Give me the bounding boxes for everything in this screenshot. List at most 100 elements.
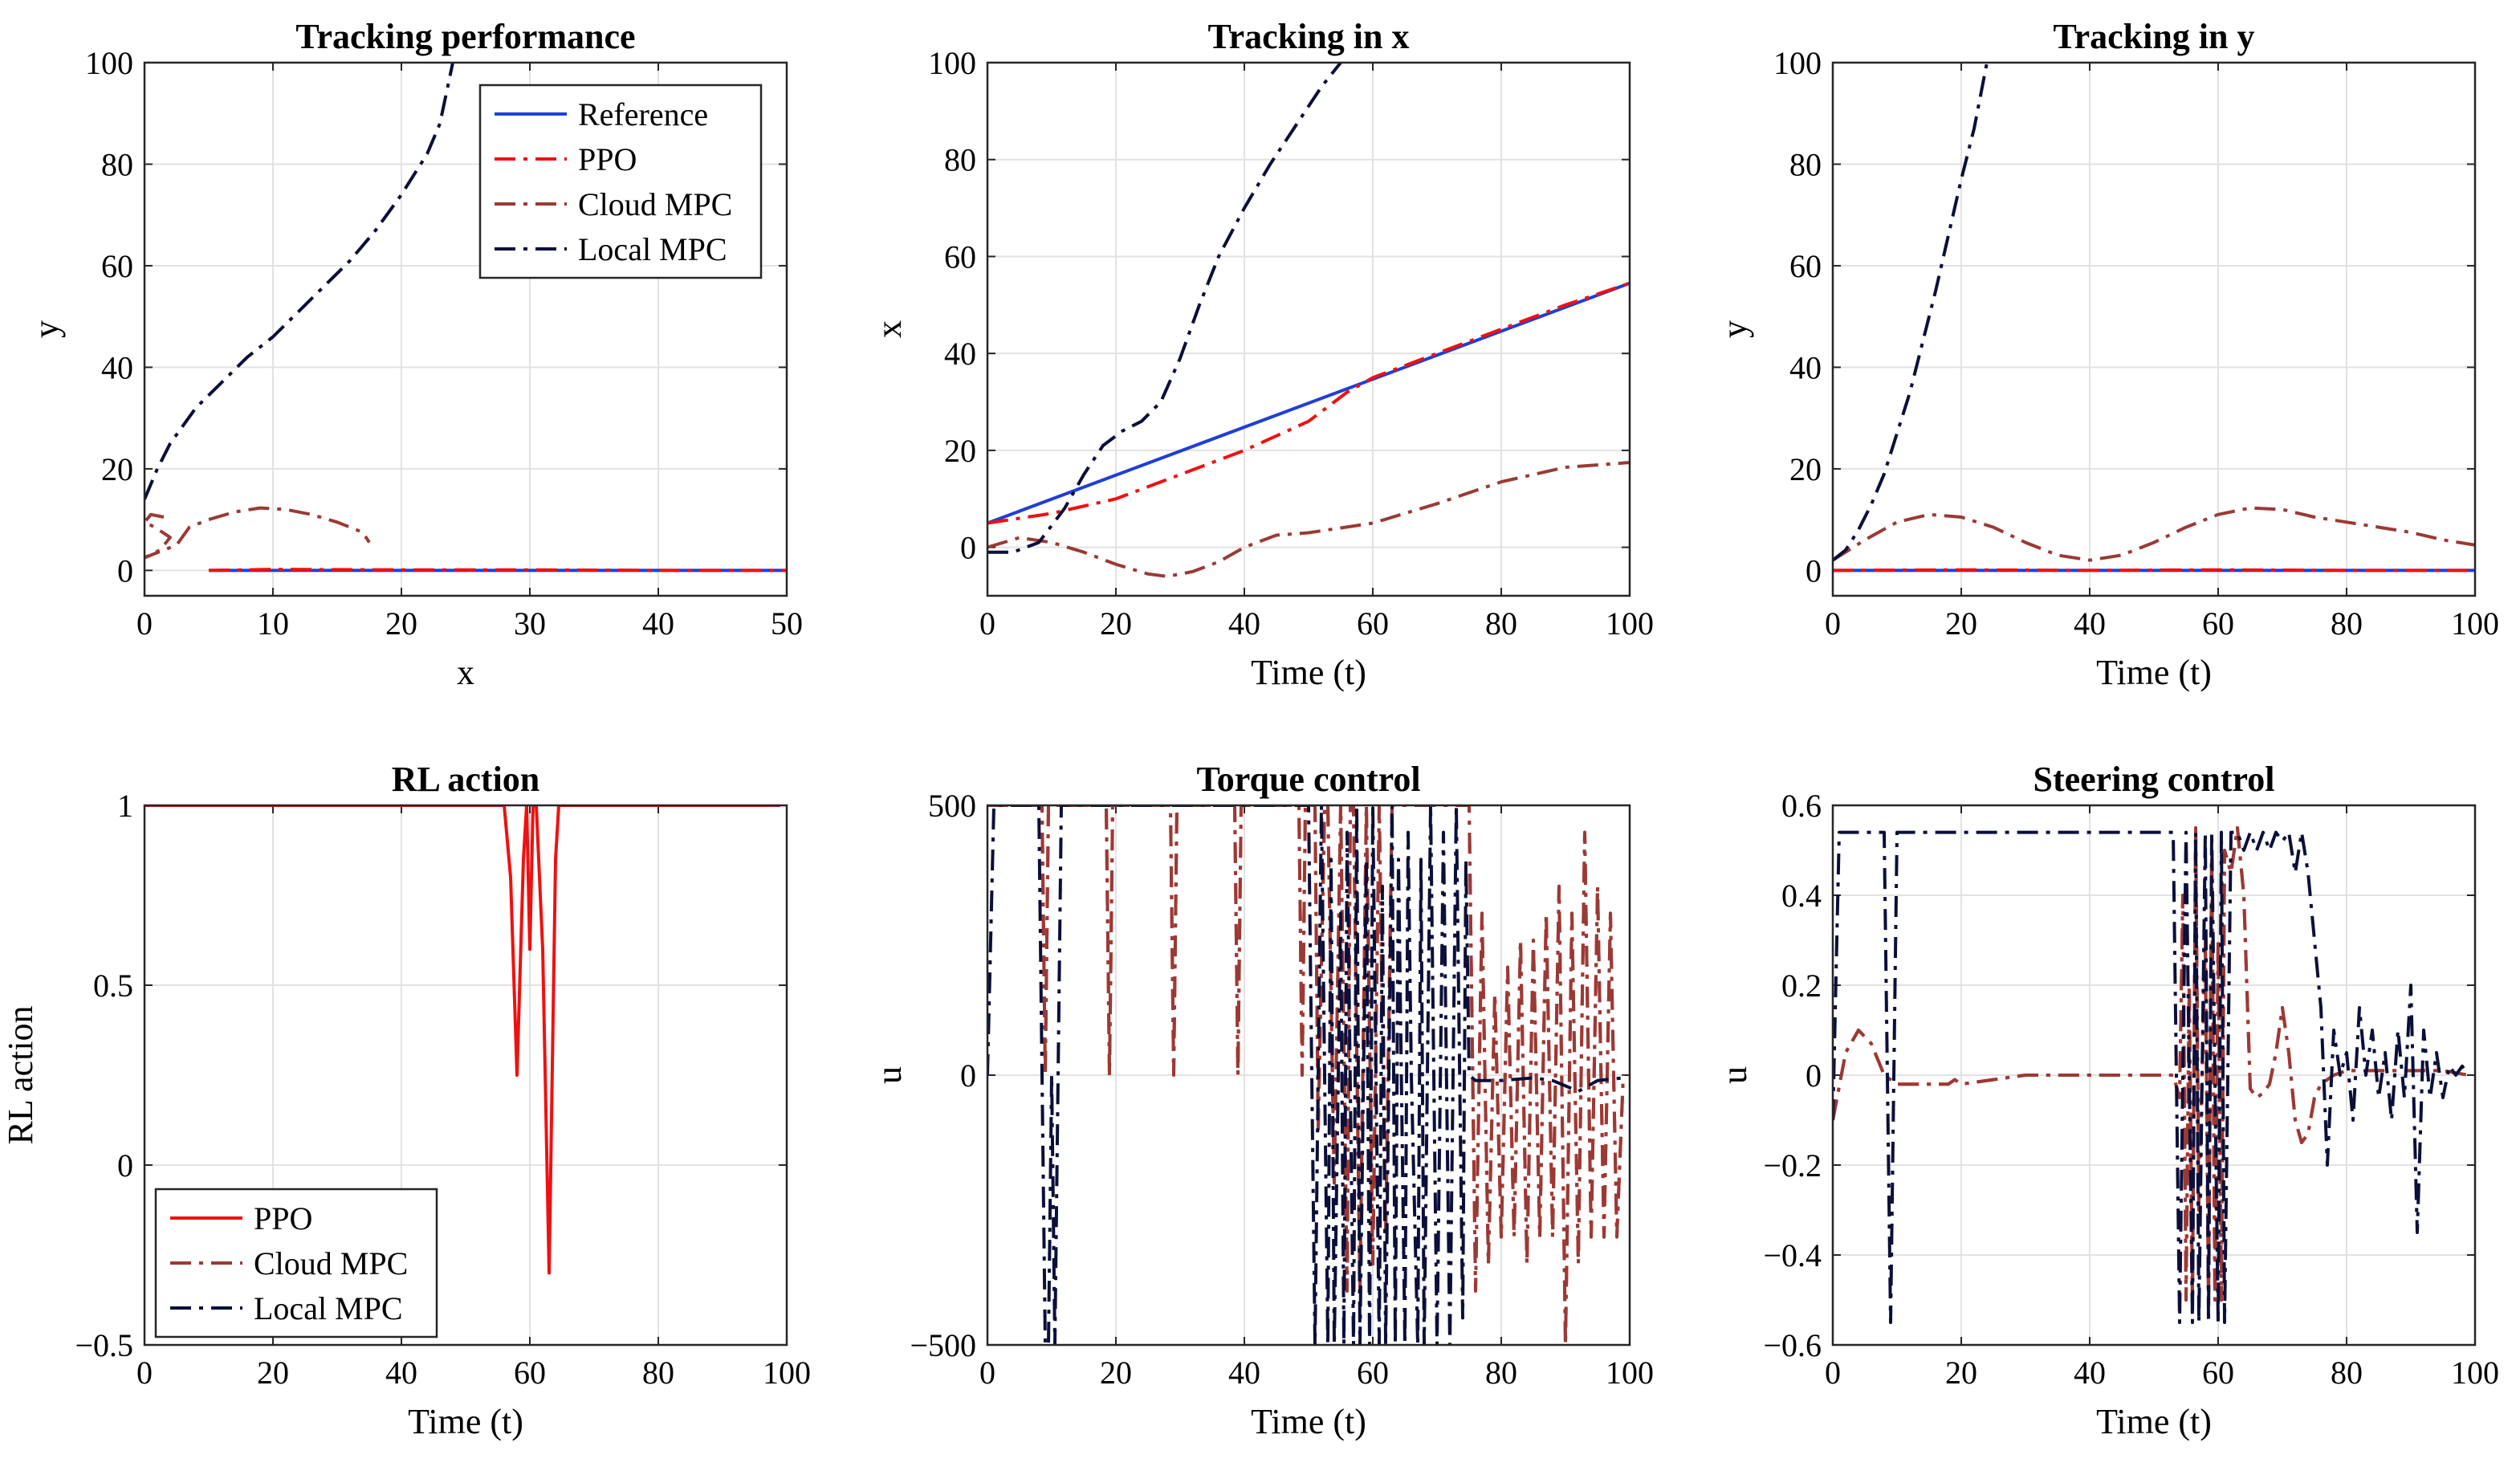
x-tick-label: 80: [1485, 605, 1517, 642]
chart-title: Tracking in y: [2053, 17, 2254, 56]
x-tick-label: 100: [1606, 605, 1654, 642]
series-group: [145, 805, 780, 1275]
y-axis-label: RL action: [1, 1005, 40, 1144]
y-axis-label: y: [26, 320, 66, 338]
y-tick-label: 60: [1789, 248, 1822, 284]
y-tick-label: −0.4: [1763, 1237, 1822, 1273]
x-axis-label: Time (t): [2096, 1402, 2212, 1441]
y-tick-label: 20: [944, 433, 976, 469]
y-tick-label: 0: [960, 1057, 976, 1094]
x-tick-label: 60: [514, 1355, 546, 1391]
x-tick-label: 60: [2202, 605, 2234, 642]
series-line-ppo-action-: [145, 805, 780, 1275]
axes-frame: [143, 61, 788, 597]
y-tick-label: 0.2: [1781, 968, 1822, 1004]
y-tick-label: −0.5: [75, 1327, 133, 1363]
x-tick-label: 40: [385, 1355, 417, 1391]
x-tick-label: 0: [136, 605, 153, 642]
x-tick-label: 80: [642, 1355, 674, 1391]
series-line-ppo: [208, 568, 787, 572]
y-tick-label: −0.2: [1763, 1147, 1822, 1184]
x-tick-label: 40: [1228, 605, 1260, 642]
chart-title: Steering control: [2033, 760, 2274, 799]
x-tick-label: 10: [257, 605, 289, 642]
axes-frame: [1831, 61, 2477, 597]
series-line-local-mpc: [145, 63, 454, 500]
legend: PPO Cloud MPC Local MPC: [154, 1188, 438, 1339]
y-axis-label: u: [1715, 1066, 1754, 1084]
x-tick-label: 60: [1357, 605, 1389, 642]
x-tick-label: 60: [2202, 1355, 2234, 1391]
y-tick-label: 80: [1789, 146, 1822, 182]
series-group: [987, 63, 1630, 578]
series-line-cloud-mpc: [987, 805, 1625, 1345]
x-axis-label: Time (t): [1251, 653, 1366, 692]
x-tick-label: 80: [2331, 605, 2363, 642]
legend-label: Cloud MPC: [578, 186, 732, 222]
series-group: [987, 805, 1625, 1345]
y-axis-label: u: [869, 1066, 909, 1084]
x-tick-label: 20: [1945, 1355, 1977, 1391]
x-tick-label: 100: [1606, 1355, 1654, 1391]
x-tick-label: 80: [2331, 1355, 2363, 1391]
series-line-cloud-mpc: [987, 461, 1630, 578]
y-tick-label: 40: [101, 349, 133, 385]
series-line-ppo: [1833, 568, 2475, 572]
x-tick-label: 0: [1825, 605, 1841, 642]
x-tick-label: 20: [1100, 605, 1132, 642]
series-group: [1833, 63, 2475, 572]
plot-area: [987, 63, 1630, 596]
y-tick-label: 80: [944, 142, 976, 178]
series-line-reference: [987, 281, 1630, 525]
x-tick-label: 30: [514, 605, 546, 642]
x-axis-label: x: [457, 653, 474, 692]
y-tick-label: −500: [910, 1327, 976, 1363]
y-tick-label: 20: [1789, 451, 1822, 487]
x-tick-label: 20: [257, 1355, 289, 1391]
y-tick-label: 0.6: [1781, 788, 1822, 824]
series-group: [1833, 826, 2470, 1324]
legend-label: Reference: [578, 96, 708, 132]
chart-panel-1: 0 10 20 30 40 50 0 20 40 60 80 100 Tracking performa…: [26, 17, 803, 692]
x-tick-label: 0: [1825, 1355, 1841, 1391]
series-line-local-mpc: [987, 805, 1624, 1345]
chart-panel-3: 0 20 40 60 80 100 0 20 40 60 80 100 Tracking in y Tim…: [1715, 17, 2499, 692]
y-tick-label: 100: [85, 45, 133, 81]
y-axis-label: y: [1715, 320, 1754, 338]
y-tick-label: 80: [101, 146, 133, 182]
y-tick-label: 0: [117, 1147, 133, 1184]
x-tick-label: 60: [1357, 1355, 1389, 1391]
y-tick-label: 0: [1806, 552, 1822, 589]
y-tick-label: 500: [928, 788, 976, 824]
chart-title: Tracking performance: [295, 17, 635, 56]
legend-label: Local MPC: [254, 1290, 403, 1326]
legend-box: [478, 84, 763, 279]
chart-panel-2: 0 20 40 60 80 100 0 20 40 60 80 100 Tracking in x Tim…: [869, 17, 1654, 692]
y-tick-label: 20: [101, 451, 133, 487]
chart-panel-6: 0 20 40 60 80 100 −0.6 −0.4 −0.2 0 0.2 0.4 0.6 Steeri…: [1715, 760, 2499, 1441]
series-line-cloud-mpc: [1833, 506, 2475, 562]
axes-frame: [1831, 804, 2477, 1347]
legend: Reference PPO Cloud MPC Local MPC: [478, 84, 763, 279]
chart-title: Tracking in x: [1207, 17, 1409, 56]
x-tick-label: 20: [1100, 1355, 1132, 1391]
y-tick-label: 100: [1773, 45, 1822, 81]
x-tick-label: 40: [2074, 1355, 2106, 1391]
x-tick-label: 20: [1945, 605, 1977, 642]
y-tick-label: 60: [944, 238, 976, 275]
legend-label: PPO: [254, 1200, 312, 1237]
axes-frame: [986, 804, 1631, 1347]
x-tick-label: 0: [979, 1355, 995, 1391]
x-tick-label: 80: [1485, 1355, 1517, 1391]
x-axis-label: Time (t): [408, 1402, 523, 1441]
x-tick-label: 100: [2451, 1355, 2499, 1391]
y-tick-label: 40: [944, 336, 976, 372]
x-tick-label: 0: [136, 1355, 153, 1391]
x-tick-label: 20: [385, 605, 417, 642]
x-tick-label: 40: [1228, 1355, 1260, 1391]
plot-area: [1833, 63, 2475, 596]
y-tick-label: 60: [101, 248, 133, 284]
